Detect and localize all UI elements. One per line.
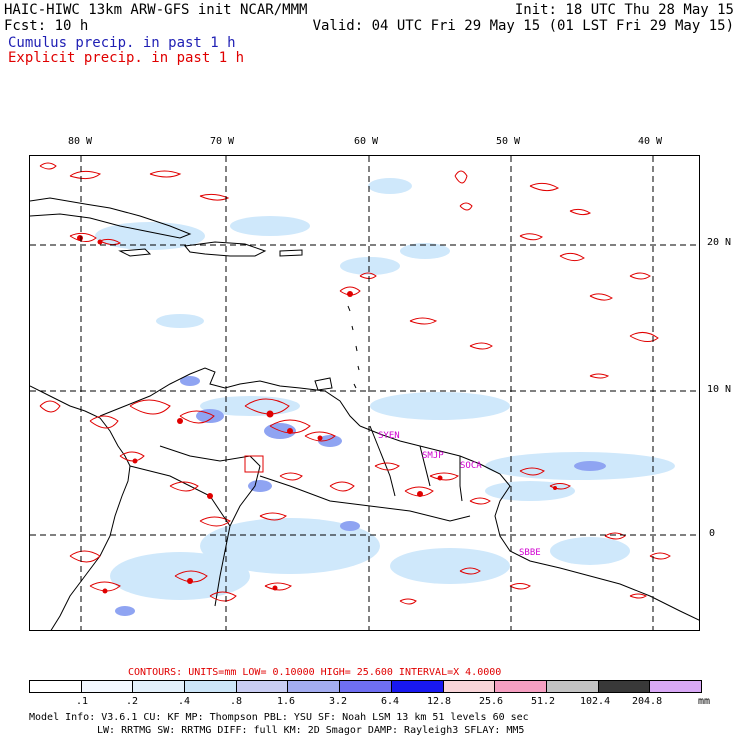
lat-label-20n: 20 N	[707, 237, 732, 248]
colorbar-label: 204.8	[632, 696, 663, 707]
lon-label-70w: 70 W	[210, 136, 235, 147]
colorbar-swatch	[546, 681, 599, 692]
station-label-syen: SYEN	[378, 431, 400, 441]
cumulus-precip-heavy	[115, 376, 606, 616]
colorbar-swatch	[185, 681, 237, 692]
lon-label-50w: 50 W	[496, 136, 521, 147]
model-info-line2: LW: RRTMG SW: RRTMG DIFF: full KM: 2D Sm…	[97, 725, 525, 736]
cumulus-precip-areas	[95, 178, 675, 600]
colorbar-swatch	[288, 681, 341, 692]
colorbar-label: 51.2	[531, 696, 556, 707]
lat-label-equator: 0	[709, 528, 716, 539]
explicit-precip-label: Explicit precip. in past 1 h	[8, 50, 245, 66]
contours-info: CONTOURS: UNITS=mm LOW= 0.10000 HIGH= 25…	[128, 667, 502, 678]
colorbar-label: 25.6	[479, 696, 504, 707]
colorbar-swatch	[30, 681, 82, 692]
latlon-grid	[30, 156, 699, 630]
colorbar-swatch	[81, 681, 134, 692]
colorbar-units: mm	[698, 696, 711, 707]
station-label-sbbe: SBBE	[519, 548, 541, 558]
colorbar-swatch	[443, 681, 496, 692]
valid-time: Valid: 04 UTC Fri 29 May 15 (01 LST Fri …	[312, 18, 734, 34]
station-label-soca: SOCA	[460, 461, 482, 471]
cumulus-precip-label: Cumulus precip. in past 1 h	[8, 35, 236, 51]
colorbar-swatch	[391, 681, 444, 692]
lon-label-40w: 40 W	[638, 136, 663, 147]
colorbar-label: .8	[230, 696, 243, 707]
model-title: HAIC-HIWC 13km ARW-GFS init NCAR/MMM	[4, 2, 308, 18]
colorbar-label: 1.6	[277, 696, 296, 707]
colorbar-label: 6.4	[381, 696, 400, 707]
colorbar-swatch	[650, 681, 701, 692]
init-time: Init: 18 UTC Thu 28 May 15	[514, 2, 734, 18]
colorbar-label: .1	[76, 696, 89, 707]
colorbar-label: 3.2	[329, 696, 348, 707]
colorbar-swatch	[340, 681, 392, 692]
colorbar-swatch	[495, 681, 547, 692]
precip-map: SYEN SMJP SOCA SBBE	[29, 155, 700, 631]
colorbar-label: .2	[126, 696, 139, 707]
lat-label-10n: 10 N	[707, 384, 732, 395]
lon-label-60w: 60 W	[354, 136, 379, 147]
model-info-line1: Model Info: V3.6.1 CU: KF MP: Thompson P…	[29, 712, 529, 723]
lon-label-80w: 80 W	[68, 136, 93, 147]
colorbar-label: .4	[178, 696, 191, 707]
colorbar-swatch	[133, 681, 186, 692]
colorbar-swatch	[236, 681, 289, 692]
coastlines	[30, 197, 699, 630]
map-canvas	[30, 156, 699, 630]
colorbar-label: 12.8	[427, 696, 452, 707]
colorbar-label: 102.4	[580, 696, 611, 707]
precip-colorbar	[29, 680, 702, 693]
colorbar-swatch	[598, 681, 651, 692]
forecast-hour: Fcst: 10 h	[4, 18, 89, 34]
station-label-smjp: SMJP	[422, 451, 444, 461]
